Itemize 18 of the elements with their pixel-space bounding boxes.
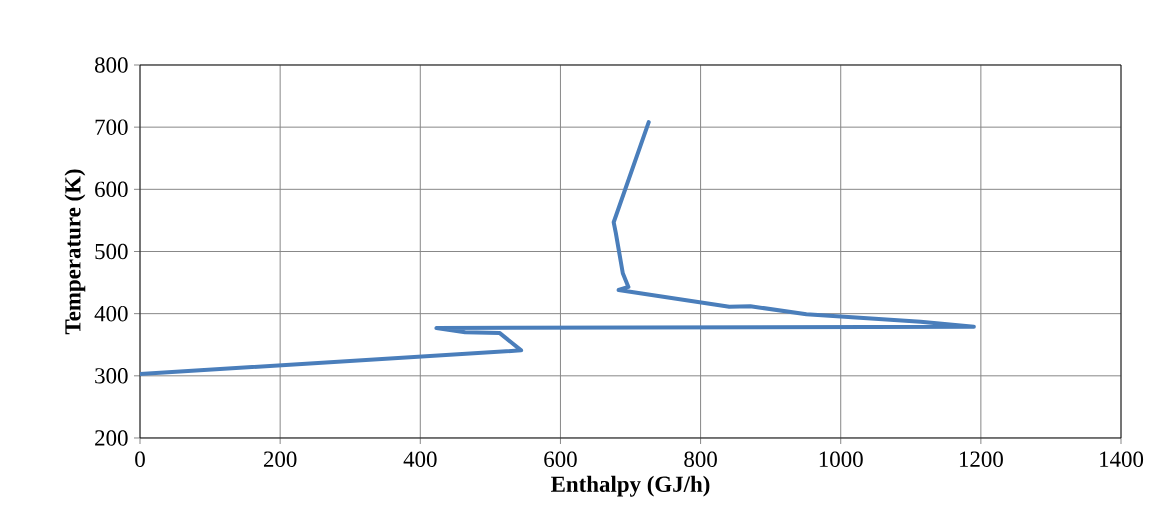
y-tick-label: 700 [95,119,128,135]
x-tick-label: 800 [684,451,717,467]
y-tick-label: 500 [95,243,128,260]
x-tick-label: 600 [544,451,577,467]
x-tick-label: 1000 [819,451,863,467]
y-tick-label: 800 [95,57,128,73]
x-axis-title: Enthalpy (GJ/h) [551,475,710,497]
y-axis-title: Temperature (K) [64,169,86,335]
y-tick-label: 300 [95,368,128,384]
x-tick-label: 400 [403,451,437,467]
y-tick-label: 200 [95,430,128,446]
line-series [140,120,976,376]
y-tick-label: 600 [95,181,128,198]
x-tick-label: 0 [135,451,145,467]
x-tick-label: 1400 [1100,451,1144,467]
y-tick-label: 400 [94,305,128,322]
x-tick-label: 200 [263,451,297,467]
x-tick-label: 1200 [959,451,1003,467]
